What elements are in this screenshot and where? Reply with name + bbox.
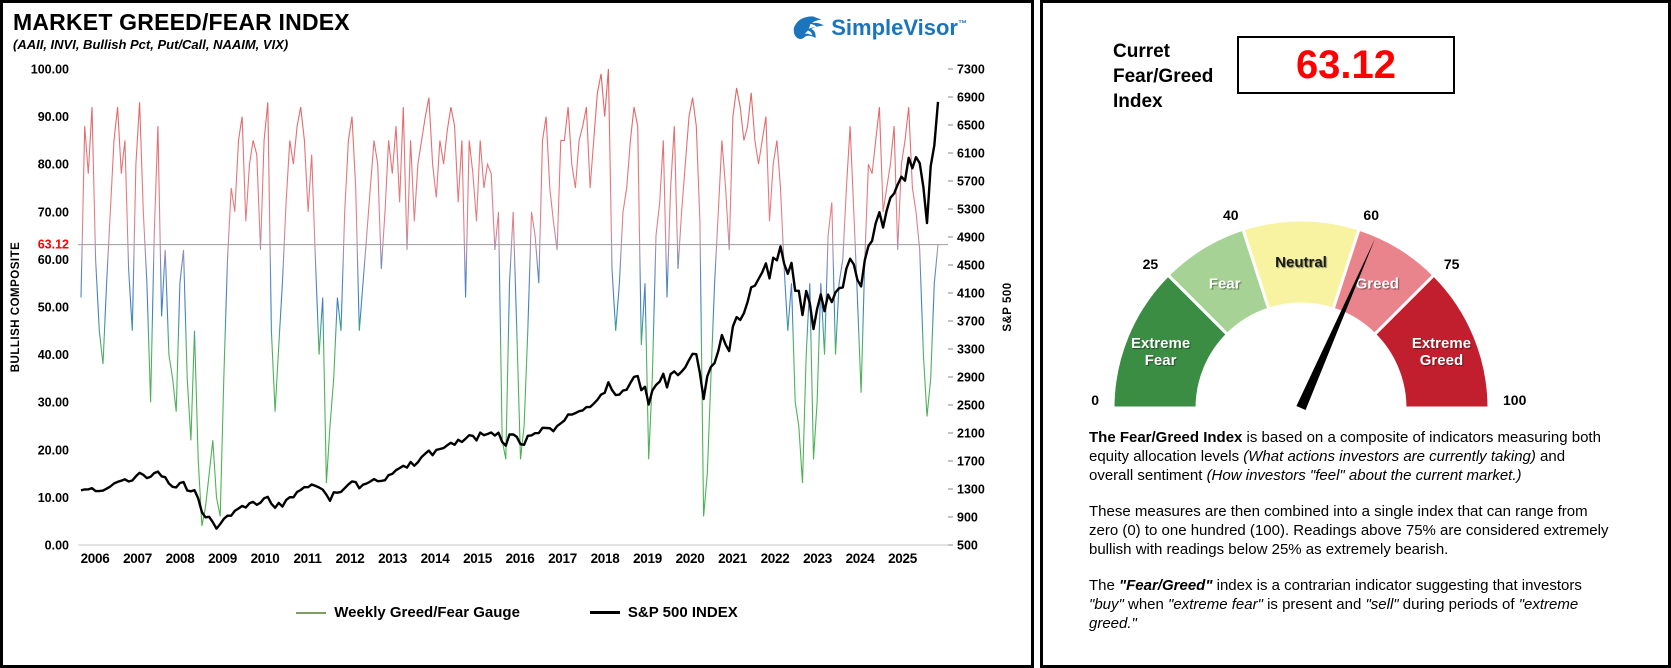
svg-text:2008: 2008 — [166, 551, 196, 566]
chart-header: MARKET GREED/FEAR INDEX (AAII, INVI, Bul… — [13, 9, 350, 52]
gauge-needle — [1296, 238, 1376, 411]
x-axis-year-labels: 2006 2007 2008 2009 2010 2011 2012 2013 2014 2015… — [81, 551, 918, 566]
svg-text:2010: 2010 — [251, 551, 280, 566]
svg-text:2013: 2013 — [378, 551, 408, 566]
svg-text:6100: 6100 — [957, 147, 985, 161]
legend-label-gauge: Weekly Greed/Fear Gauge — [334, 604, 520, 621]
svg-text:4500: 4500 — [957, 259, 985, 273]
y-axis-right-title: S&P 500 — [1002, 282, 1014, 331]
current-value-box: 63.12 — [1237, 36, 1455, 94]
eagle-icon — [793, 16, 825, 39]
svg-text:90.00: 90.00 — [38, 110, 69, 124]
current-index-label: Curret Fear/Greed Index — [1113, 41, 1214, 113]
svg-text:2007: 2007 — [123, 551, 152, 566]
chart-panel: MARKET GREED/FEAR INDEX (AAII, INVI, Bul… — [0, 0, 1034, 668]
svg-text:3700: 3700 — [957, 315, 985, 329]
svg-text:2017: 2017 — [548, 551, 577, 566]
svg-text:2014: 2014 — [421, 551, 451, 566]
svg-text:2009: 2009 — [208, 551, 237, 566]
page-subtitle: (AAII, INVI, Bullish Pct, Put/Call, NAAI… — [13, 37, 289, 52]
legend-line-sp500 — [589, 611, 620, 614]
svg-text:60.00: 60.00 — [38, 253, 69, 267]
reference-value-label: 63.12 — [38, 238, 69, 252]
y-axis-left-ticks: 0.00 10.00 20.00 30.00 40.00 50.00 60.00 70.00 8… — [31, 63, 69, 553]
svg-text:100: 100 — [1503, 392, 1527, 408]
svg-text:75: 75 — [1444, 256, 1460, 272]
gauge-tick-labels: 0 25 40 60 75 100 — [1091, 207, 1526, 408]
svg-text:Fear: Fear — [1209, 276, 1241, 293]
index-description: The Fear/Greed Index is based on a compo… — [1089, 428, 1611, 650]
svg-text:2018: 2018 — [591, 551, 621, 566]
svg-text:500: 500 — [957, 539, 978, 553]
svg-text:6900: 6900 — [957, 91, 985, 105]
description-paragraph-2: These measures are then combined into a … — [1089, 503, 1609, 559]
svg-text:2023: 2023 — [803, 551, 833, 566]
svg-text:7300: 7300 — [957, 63, 985, 77]
svg-text:0: 0 — [1091, 392, 1099, 408]
series-greed-fear-gauge — [80, 68, 939, 527]
description-paragraph-1: The Fear/Greed Index is based on a compo… — [1089, 429, 1601, 485]
gauge-panel: Curret Fear/Greed Index 63.12 Extreme Fea… — [1040, 0, 1671, 668]
trademark-symbol: ™ — [958, 18, 967, 29]
chart-legend: Weekly Greed/Fear Gauge S&P 500 INDEX — [3, 604, 1031, 621]
legend-item-sp500: S&P 500 INDEX — [589, 604, 738, 621]
svg-text:60: 60 — [1363, 207, 1379, 223]
svg-text:2011: 2011 — [293, 551, 322, 566]
legend-item-gauge: Weekly Greed/Fear Gauge — [296, 604, 520, 621]
svg-text:80.00: 80.00 — [38, 158, 69, 172]
svg-text:30.00: 30.00 — [38, 396, 69, 410]
svg-text:Neutral: Neutral — [1275, 254, 1327, 271]
svg-text:2015: 2015 — [463, 551, 493, 566]
svg-text:2012: 2012 — [336, 551, 365, 566]
svg-text:3300: 3300 — [957, 343, 985, 357]
svg-text:1300: 1300 — [957, 483, 985, 497]
current-value: 63.12 — [1295, 42, 1397, 87]
svg-text:2900: 2900 — [957, 371, 985, 385]
greed-fear-line-chart: 0.00 10.00 20.00 30.00 40.00 50.00 60.00 70.00 8… — [10, 63, 1014, 567]
svg-text:100.00: 100.00 — [31, 63, 69, 77]
legend-line-gauge — [296, 611, 327, 614]
svg-text:5300: 5300 — [957, 203, 985, 217]
svg-text:Greed: Greed — [1356, 276, 1399, 293]
svg-text:2021: 2021 — [718, 551, 748, 566]
y-axis-right-ticks: 500 900 1300 1700 2100 2500 2900 3300 3700 4100 45… — [948, 63, 985, 553]
y-axis-left-title: BULLISH COMPOSITE — [10, 242, 22, 373]
svg-text:4100: 4100 — [957, 287, 985, 301]
svg-text:4900: 4900 — [957, 231, 985, 245]
description-paragraph-3: The "Fear/Greed" index is a contrarian i… — [1089, 577, 1582, 633]
gauge-segment-labels: Extreme Fear Fear Neutral Greed Extreme Greed — [1131, 254, 1471, 369]
svg-text:2019: 2019 — [633, 551, 662, 566]
simplevisor-logo: SimpleVisor™ — [791, 13, 967, 43]
logo-wordmark: SimpleVisor™ — [831, 15, 967, 40]
page-title: MARKET GREED/FEAR INDEX — [13, 9, 350, 35]
svg-text:900: 900 — [957, 511, 978, 525]
svg-text:40.00: 40.00 — [38, 348, 69, 362]
svg-text:70.00: 70.00 — [38, 205, 69, 219]
svg-text:2100: 2100 — [957, 427, 985, 441]
svg-text:25: 25 — [1143, 256, 1159, 272]
svg-text:20.00: 20.00 — [38, 443, 69, 457]
svg-text:40: 40 — [1223, 207, 1239, 223]
svg-text:2022: 2022 — [761, 551, 790, 566]
series-sp500 — [80, 101, 940, 530]
gauge-segments — [1111, 218, 1491, 410]
svg-text:50.00: 50.00 — [38, 301, 69, 315]
legend-label-sp500: S&P 500 INDEX — [627, 604, 738, 621]
gauge-segment-extreme-greed — [1372, 272, 1491, 410]
svg-text:10.00: 10.00 — [38, 491, 69, 505]
svg-text:2025: 2025 — [888, 551, 918, 566]
svg-text:5700: 5700 — [957, 175, 985, 189]
svg-text:6500: 6500 — [957, 119, 985, 133]
svg-text:2016: 2016 — [506, 551, 536, 566]
svg-text:1700: 1700 — [957, 455, 985, 469]
svg-text:0.00: 0.00 — [45, 539, 69, 553]
svg-text:2500: 2500 — [957, 399, 985, 413]
svg-text:2024: 2024 — [846, 551, 876, 566]
svg-text:2020: 2020 — [676, 551, 705, 566]
svg-text:2006: 2006 — [81, 551, 111, 566]
